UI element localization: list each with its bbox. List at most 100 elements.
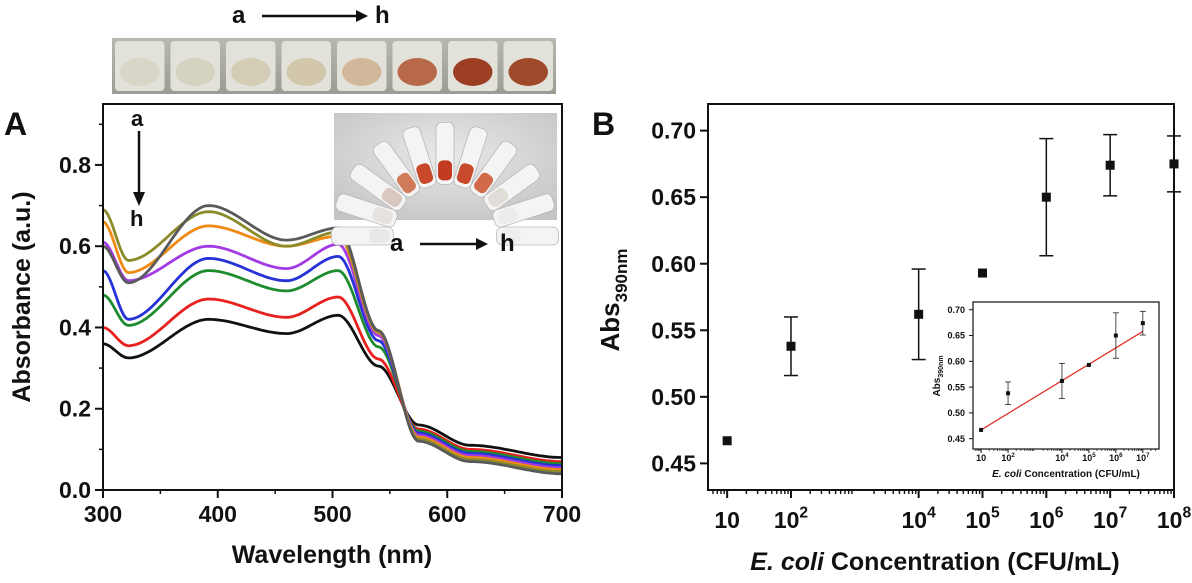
x-tick-label: 104 [902, 505, 937, 533]
y-tick-label: 0.50 [947, 408, 965, 418]
data-point [1041, 192, 1051, 202]
x-tick-label: 105 [1082, 452, 1096, 463]
vertical-arrow-head [133, 192, 145, 206]
arrow-label-h: h [130, 206, 143, 231]
spectrum-d [102, 254, 562, 467]
spectra-curves [102, 204, 563, 476]
y-tick-label: 0.0 [59, 477, 91, 503]
tube [349, 163, 407, 211]
x-tick-label: 10 [714, 507, 740, 533]
y-tick-label: 0.2 [59, 396, 91, 422]
panel-b-xlabel-rest: Concentration (CFU/mL) [824, 548, 1120, 576]
spectrum-g [102, 208, 562, 474]
data-point [1086, 362, 1091, 367]
tube [335, 193, 398, 228]
tube [496, 226, 559, 246]
x-tick-label: 106 [1109, 452, 1123, 463]
data-point [1169, 159, 1179, 169]
x-tick-label: 106 [1029, 505, 1064, 533]
panel-b-ylabel: Abs390nm [595, 249, 631, 352]
data-point [1113, 333, 1118, 338]
data-point [977, 268, 987, 278]
panel-a-ticks: 300 400 500 600 700 0.0 0.2 0.4 0.6 0.8 [59, 123, 581, 527]
strip-label-h: h [375, 2, 390, 29]
vial-liquid [342, 58, 382, 86]
strip-arrow-head [356, 10, 368, 22]
tube [330, 226, 394, 246]
spectrum-c [102, 269, 562, 465]
panel-a-xlabel: Wavelength (nm) [232, 541, 432, 569]
panel-b-label: B [592, 106, 615, 142]
y-tick-label: 0.6 [59, 233, 91, 259]
arrow-label-a: a [131, 106, 144, 131]
y-tick-label: 0.55 [651, 317, 696, 343]
inset-xlabel: E. coli Concentration (CFU/mL) [992, 469, 1140, 480]
tube [492, 193, 555, 228]
tube [435, 121, 455, 185]
panel-b-ticks: 10 102 104 105 106 107 108 0.45 0.50 0.55 0.60 0.65… [651, 118, 1191, 533]
y-tick-label: 0.50 [651, 384, 696, 410]
x-tick-label: 102 [774, 505, 809, 533]
panel-a-ylabel: Absorbance (a.u.) [8, 191, 36, 402]
x-tick-label: 600 [428, 501, 466, 527]
y-tick-label: 0.65 [651, 184, 696, 210]
vial-row [115, 41, 553, 91]
panel-b-inset: 10 102 104 105 106 107 0.45 0.50 0.55 0.60 0.65 0.7… [931, 298, 1164, 480]
spectrum-e [102, 240, 563, 470]
panel-b-frame [707, 103, 1175, 491]
top-strip: a h [112, 2, 556, 94]
data-point [979, 427, 984, 432]
y-tick-label: 0.65 [947, 331, 965, 341]
spectrum-a [102, 313, 562, 459]
strip-label-a: a [232, 2, 246, 29]
vial-liquid [453, 58, 493, 86]
x-tick-label: 108 [1157, 505, 1192, 533]
inset-photo [330, 113, 559, 246]
inset-points [979, 310, 1146, 432]
data-point [914, 309, 924, 319]
tube [372, 140, 420, 198]
panel-b-ylabel-sub: 390nm [612, 249, 631, 303]
inset-ylabel-main: Abs [932, 377, 943, 396]
data-point [786, 341, 796, 351]
inset-ylabel-sub: 390nm [938, 355, 945, 377]
y-tick-label: 0.70 [651, 118, 696, 144]
tube [453, 126, 488, 189]
inset-xlabel-italic: E. coli [992, 469, 1022, 480]
tube [483, 163, 541, 211]
inset-ylabel: Abs390nm [932, 355, 945, 396]
y-tick-label: 0.45 [651, 450, 696, 476]
inset-label-a: a [390, 230, 404, 257]
x-tick-label: 105 [965, 505, 1000, 533]
x-tick-label: 500 [313, 501, 351, 527]
data-point [1140, 321, 1145, 326]
y-tick-label: 0.70 [947, 305, 965, 315]
inset-ticks: 10 102 104 105 106 107 0.45 0.50 0.55 0.60 0.65 0.7… [947, 305, 1157, 463]
x-tick-label: 10 [976, 453, 986, 463]
inset-xlabel-rest: Concentration (CFU/mL) [1022, 469, 1140, 480]
x-tick-label: 102 [1001, 452, 1015, 463]
panel-b-xlabel: E. coli Concentration (CFU/mL) [750, 548, 1119, 576]
data-point [722, 436, 732, 446]
panel-b-xlabel-italic: E. coli [750, 548, 825, 576]
y-tick-label: 0.60 [947, 356, 965, 366]
y-tick-label: 0.8 [59, 152, 91, 178]
x-tick-label: 107 [1136, 452, 1150, 463]
y-tick-label: 0.4 [59, 314, 91, 340]
data-point [1105, 160, 1115, 170]
vial-liquid [120, 58, 160, 86]
spectrum-b [102, 295, 563, 463]
spectrum-f [102, 220, 562, 472]
x-tick-label: 300 [84, 501, 122, 527]
panel-b: B 10 102 104 105 106 107 108 0.45 0.50 0.55 0.60 0.… [592, 103, 1191, 576]
vial-liquid [286, 58, 326, 86]
data-point [1006, 391, 1011, 396]
y-tick-label: 0.55 [947, 382, 965, 392]
tube-fan [330, 121, 559, 246]
inset-arrow-head [476, 238, 488, 250]
inset-frame [972, 301, 1160, 450]
vial-liquid [175, 58, 215, 86]
vial-liquid [508, 58, 548, 86]
panel-b-points [722, 133, 1181, 446]
